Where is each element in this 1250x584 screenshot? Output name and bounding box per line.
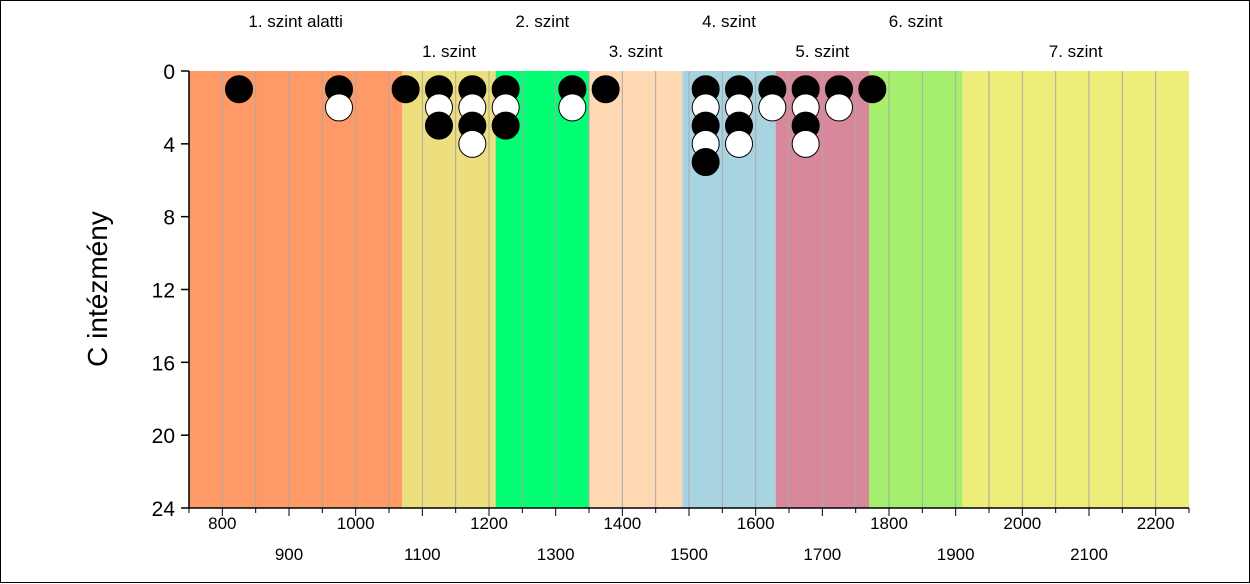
x-tick-label: 1400 bbox=[603, 514, 641, 533]
x-tick-label: 1100 bbox=[404, 545, 441, 564]
axes: 0 4 8 12 16 20 24 800 1000 1200 1400 1600 1800 2000 22… bbox=[152, 61, 1190, 564]
band-label-8: 7. szint bbox=[1049, 42, 1103, 61]
band-label-5: 4. szint bbox=[702, 12, 756, 31]
level-labels: 1. szint alatti 1. szint 2. szint 3. szint 4… bbox=[248, 12, 1102, 61]
x-tick-label: 1800 bbox=[870, 514, 908, 533]
band-8 bbox=[962, 71, 1189, 508]
x-tick-label: 1600 bbox=[737, 514, 775, 533]
x-tick-label: 2100 bbox=[1070, 545, 1108, 564]
y-tick-label: 0 bbox=[163, 61, 175, 84]
band-1 bbox=[189, 71, 403, 508]
band-label-2: 1. szint bbox=[422, 42, 476, 61]
y-tick-label: 12 bbox=[152, 280, 175, 303]
data-point-filled bbox=[591, 75, 620, 104]
y-tick-label: 16 bbox=[152, 352, 175, 375]
x-tick-label: 1200 bbox=[470, 514, 508, 533]
band-label-3: 2. szint bbox=[515, 12, 569, 31]
data-point-filled bbox=[858, 75, 887, 104]
x-tick-label: 900 bbox=[275, 545, 303, 564]
y-tick-label: 20 bbox=[152, 425, 175, 448]
x-tick-label: 1900 bbox=[937, 545, 975, 564]
data-point-filled bbox=[225, 75, 253, 104]
band-3 bbox=[495, 71, 589, 508]
band-label-4: 3. szint bbox=[609, 42, 663, 61]
band-4 bbox=[589, 71, 683, 508]
data-point-open bbox=[325, 93, 353, 122]
x-tick-label: 2200 bbox=[1137, 514, 1175, 533]
data-point-filled bbox=[391, 75, 420, 104]
data-point-open bbox=[791, 129, 820, 158]
data-point-open bbox=[725, 129, 753, 158]
data-point-open bbox=[825, 93, 853, 122]
y-axis-title: C intézmény bbox=[82, 211, 113, 367]
data-points bbox=[225, 75, 887, 177]
x-tick-label: 1000 bbox=[337, 514, 375, 533]
x-tick-label: 1500 bbox=[670, 545, 708, 564]
y-tick-label: 24 bbox=[152, 498, 176, 521]
x-tick-label: 1700 bbox=[803, 545, 841, 564]
vertical-gridlines bbox=[221, 71, 1157, 508]
x-tick-label: 1300 bbox=[537, 545, 575, 564]
x-tick-label: 2000 bbox=[1003, 514, 1041, 533]
data-point-open bbox=[558, 93, 587, 122]
band-label-7: 6. szint bbox=[889, 12, 943, 31]
data-point-filled bbox=[425, 111, 453, 140]
band-7 bbox=[869, 71, 963, 508]
data-point-open bbox=[458, 129, 487, 158]
band-label-6: 5. szint bbox=[795, 42, 849, 61]
y-tick-label: 8 bbox=[163, 207, 175, 230]
y-tick-label: 4 bbox=[163, 134, 175, 157]
data-point-open bbox=[758, 93, 787, 122]
x-tick-label: 800 bbox=[208, 514, 236, 533]
data-point-filled bbox=[691, 148, 720, 177]
band-label-1: 1. szint alatti bbox=[248, 12, 343, 31]
data-point-filled bbox=[491, 111, 520, 140]
